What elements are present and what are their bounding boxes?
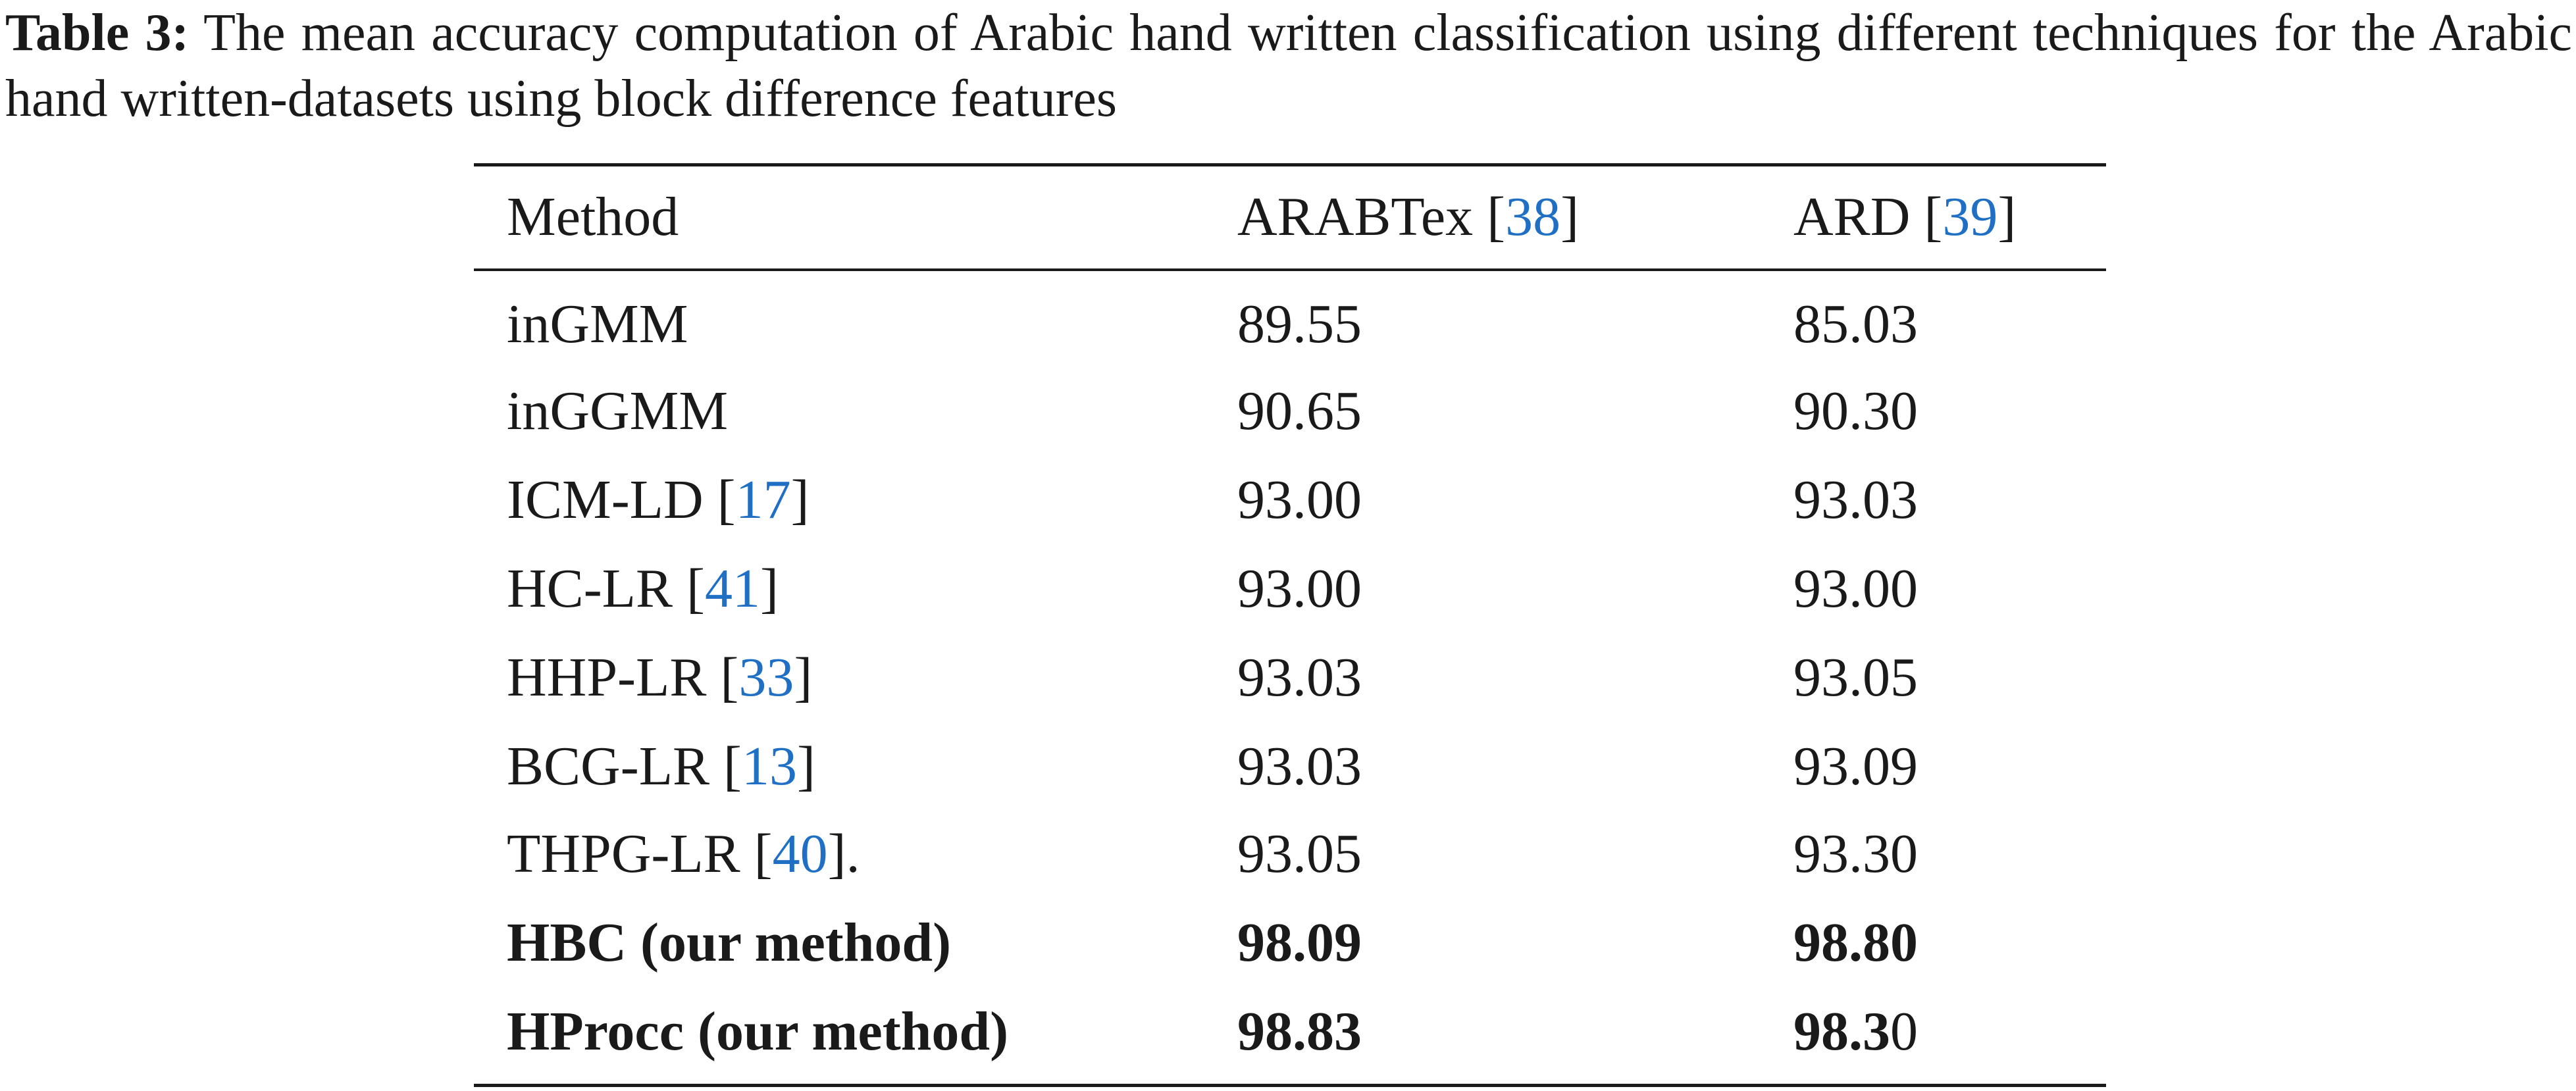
cell-text: ARD [ <box>1793 186 1943 247</box>
cell-text: 98.83 <box>1237 1001 1362 1062</box>
citation-link[interactable]: 39 <box>1942 186 1998 247</box>
table-cell: BCG-LR [13] <box>507 734 815 799</box>
table-cell: 90.30 <box>1793 378 1918 444</box>
cell-text: 93.03 <box>1237 647 1362 708</box>
cell-text: ] <box>797 736 815 797</box>
table-cell: 98.09 <box>1237 910 1362 976</box>
cell-text: 89.55 <box>1237 293 1362 355</box>
cell-text: 93.00 <box>1237 469 1362 530</box>
cell-text: 98.09 <box>1237 912 1362 973</box>
citation-link[interactable]: 40 <box>772 823 828 884</box>
table-cell: 93.09 <box>1793 734 1918 799</box>
cell-text: 93.05 <box>1237 823 1362 884</box>
cell-text: inGMM <box>507 293 688 355</box>
table-cell: 93.00 <box>1237 556 1362 622</box>
cell-text: 90.65 <box>1237 380 1362 442</box>
top-rule <box>474 163 2106 166</box>
table-cell: inGGMM <box>507 378 728 444</box>
cell-text: 93.00 <box>1237 558 1362 619</box>
header-cell: ARABTex [38] <box>1237 184 1579 250</box>
cell-text: 93.00 <box>1793 558 1918 619</box>
table-cell: 89.55 <box>1237 292 1362 357</box>
cell-text: 0 <box>1890 1001 1918 1062</box>
table-cell: HBC (our method) <box>507 910 951 976</box>
cell-text: 93.09 <box>1793 736 1918 797</box>
cell-text: 90.30 <box>1793 380 1918 442</box>
table-cell: THPG-LR [40]. <box>507 821 860 887</box>
table-cell: 98.83 <box>1237 999 1362 1065</box>
caption-label: Table 3: <box>5 4 190 62</box>
cell-text: ] <box>1560 186 1580 247</box>
cell-text: ARABTex [ <box>1237 186 1506 247</box>
table-cell: 93.03 <box>1237 645 1362 711</box>
cell-text: HProcc (our method) <box>507 1001 1009 1062</box>
table-cell: 85.03 <box>1793 292 1918 357</box>
citation-link[interactable]: 41 <box>704 558 760 619</box>
bottom-rule <box>474 1084 2106 1087</box>
cell-text: ] <box>760 558 779 619</box>
cell-text: THPG-LR [ <box>507 823 773 884</box>
table-cell: 98.30 <box>1793 999 1918 1065</box>
table-cell: HHP-LR [33] <box>507 645 812 711</box>
table-cell: 93.00 <box>1793 556 1918 622</box>
cell-text: ] <box>1997 186 2017 247</box>
cell-text: HHP-LR [ <box>507 647 739 708</box>
cell-text: HC-LR [ <box>507 558 705 619</box>
cell-text: 85.03 <box>1793 293 1918 355</box>
table-cell: HC-LR [41] <box>507 556 779 622</box>
caption-text: The mean accuracy computation of Arabic … <box>5 4 2573 128</box>
cell-text: 98.3 <box>1793 1001 1890 1062</box>
table-cell: 93.03 <box>1237 734 1362 799</box>
table-cell: 90.65 <box>1237 378 1362 444</box>
cell-text: Method <box>507 186 679 247</box>
cell-text: 93.03 <box>1237 736 1362 797</box>
cell-text: inGGMM <box>507 380 729 442</box>
cell-text: 98.80 <box>1793 912 1918 973</box>
table-cell: 98.80 <box>1793 910 1918 976</box>
header-rule <box>474 268 2106 271</box>
citation-link[interactable]: 13 <box>742 736 797 797</box>
table-cell: inGMM <box>507 292 688 357</box>
table-cell: ICM-LD [17] <box>507 467 810 533</box>
citation-link[interactable]: 17 <box>735 469 791 530</box>
table-cell: 93.30 <box>1793 821 1918 887</box>
cell-text: ]. <box>827 823 860 884</box>
header-cell: ARD [39] <box>1793 184 2016 250</box>
table-caption: Table 3: The mean accuracy computation of… <box>5 0 2572 132</box>
cell-text: ] <box>790 469 810 530</box>
table-cell: 93.03 <box>1793 467 1918 533</box>
cell-text: 93.05 <box>1793 647 1918 708</box>
header-cell: Method <box>507 184 679 250</box>
citation-link[interactable]: 38 <box>1505 186 1561 247</box>
table-cell: HProcc (our method) <box>507 999 1008 1065</box>
table-cell: 93.00 <box>1237 467 1362 533</box>
citation-link[interactable]: 33 <box>738 647 794 708</box>
table-cell: 93.05 <box>1793 645 1918 711</box>
cell-text: BCG-LR [ <box>507 736 742 797</box>
cell-text: 93.30 <box>1793 823 1918 884</box>
cell-text: ICM-LD [ <box>507 469 736 530</box>
cell-text: 93.03 <box>1793 469 1918 530</box>
table-cell: 93.05 <box>1237 821 1362 887</box>
cell-text: ] <box>794 647 813 708</box>
cell-text: HBC (our method) <box>507 912 952 973</box>
